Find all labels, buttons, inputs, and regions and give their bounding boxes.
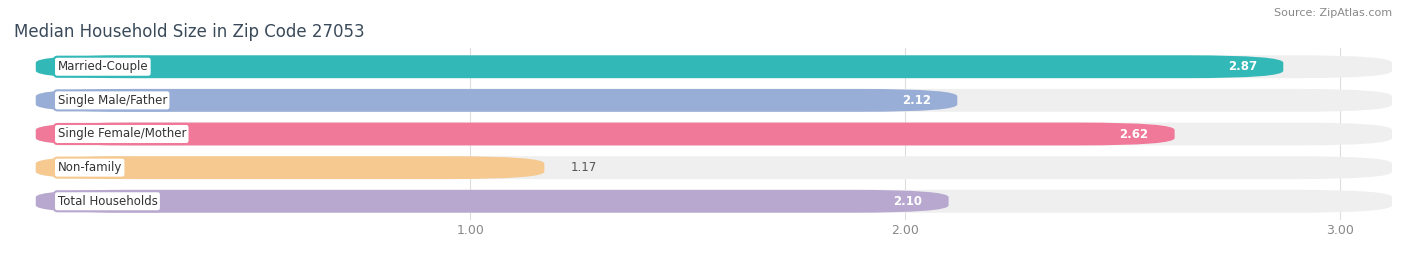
FancyBboxPatch shape xyxy=(35,122,1392,146)
Text: Total Households: Total Households xyxy=(58,195,157,208)
FancyBboxPatch shape xyxy=(35,55,1392,78)
Text: Married-Couple: Married-Couple xyxy=(58,60,148,73)
FancyBboxPatch shape xyxy=(35,190,1392,213)
Text: 2.62: 2.62 xyxy=(1119,128,1149,140)
FancyBboxPatch shape xyxy=(35,89,1392,112)
Text: Single Male/Father: Single Male/Father xyxy=(58,94,167,107)
Text: Source: ZipAtlas.com: Source: ZipAtlas.com xyxy=(1274,8,1392,18)
FancyBboxPatch shape xyxy=(35,156,544,179)
Text: 2.10: 2.10 xyxy=(893,195,922,208)
FancyBboxPatch shape xyxy=(35,156,1392,179)
Text: 2.12: 2.12 xyxy=(903,94,931,107)
FancyBboxPatch shape xyxy=(35,190,949,213)
Text: Median Household Size in Zip Code 27053: Median Household Size in Zip Code 27053 xyxy=(14,23,364,41)
FancyBboxPatch shape xyxy=(35,55,1284,78)
Text: 2.87: 2.87 xyxy=(1227,60,1257,73)
Text: Non-family: Non-family xyxy=(58,161,122,174)
FancyBboxPatch shape xyxy=(35,89,957,112)
Text: 1.17: 1.17 xyxy=(571,161,596,174)
FancyBboxPatch shape xyxy=(35,122,1174,146)
Text: Single Female/Mother: Single Female/Mother xyxy=(58,128,186,140)
